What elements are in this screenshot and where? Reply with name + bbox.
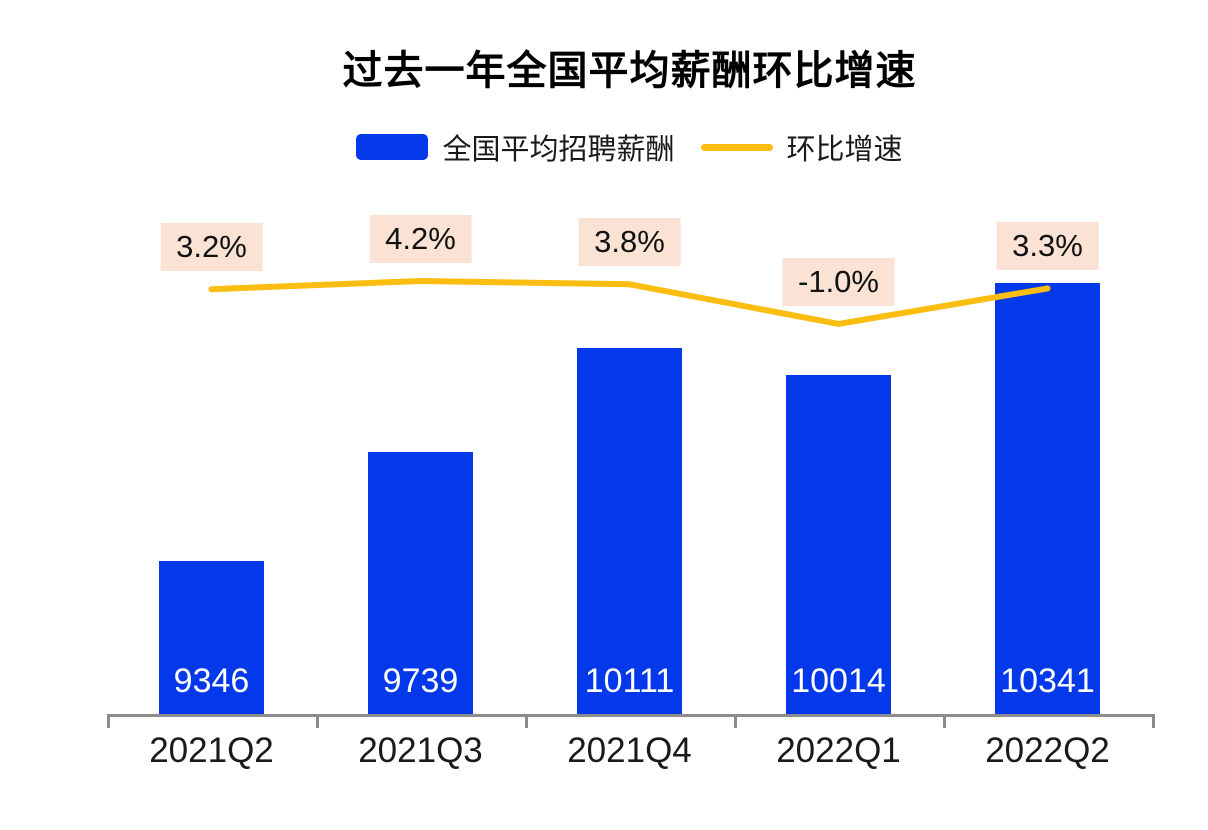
x-axis-label-2021Q4: 2021Q4 [567,731,692,770]
legend-item-line-series: 环比增速 [700,126,903,168]
growth-rate-label: 3.2% [160,223,263,272]
bar-value-label: 9739 [382,661,459,700]
x-axis-label-2021Q2: 2021Q2 [149,731,274,770]
x-axis-tick [1152,714,1155,728]
bar-2021Q4: 10111 [577,347,682,714]
bar-2022Q2: 10341 [995,283,1100,714]
x-axis-tick [316,714,319,728]
growth-rate-label: 3.8% [578,218,681,267]
bar-2022Q1: 10014 [786,374,891,714]
growth-rate-label: 3.3% [996,222,1099,271]
bar-series-swatch-icon [356,134,429,160]
x-axis-label-2022Q2: 2022Q2 [985,731,1110,770]
chart-title: 过去一年全国平均薪酬环比增速 [342,49,917,93]
legend-item-bar-series: 全国平均招聘薪酬 [356,126,675,168]
line-series-swatch-icon [700,143,773,151]
x-axis-label-2022Q1: 2022Q1 [776,731,901,770]
legend-label-line-series: 环比增速 [786,134,903,166]
x-axis-tick [943,714,946,728]
x-axis-label-2021Q3: 2021Q3 [358,731,483,770]
bar-2021Q3: 9739 [368,451,473,714]
bar-2021Q2: 9346 [159,561,264,714]
growth-rate-line [208,277,1051,327]
growth-rate-label: 4.2% [369,214,472,263]
legend: 全国平均招聘薪酬 环比增速 [107,126,1152,168]
bar-value-label: 9346 [173,661,250,700]
x-axis-tick [734,714,737,728]
legend-label-bar-series: 全国平均招聘薪酬 [442,134,675,166]
x-axis-tick [525,714,528,728]
growth-rate-label: -1.0% [782,257,895,306]
bar-value-label: 10014 [791,661,886,700]
bar-value-label: 10111 [584,661,675,700]
bar-value-label: 10341 [1000,661,1095,700]
x-axis-line [107,714,1155,717]
x-axis-tick [107,714,110,728]
